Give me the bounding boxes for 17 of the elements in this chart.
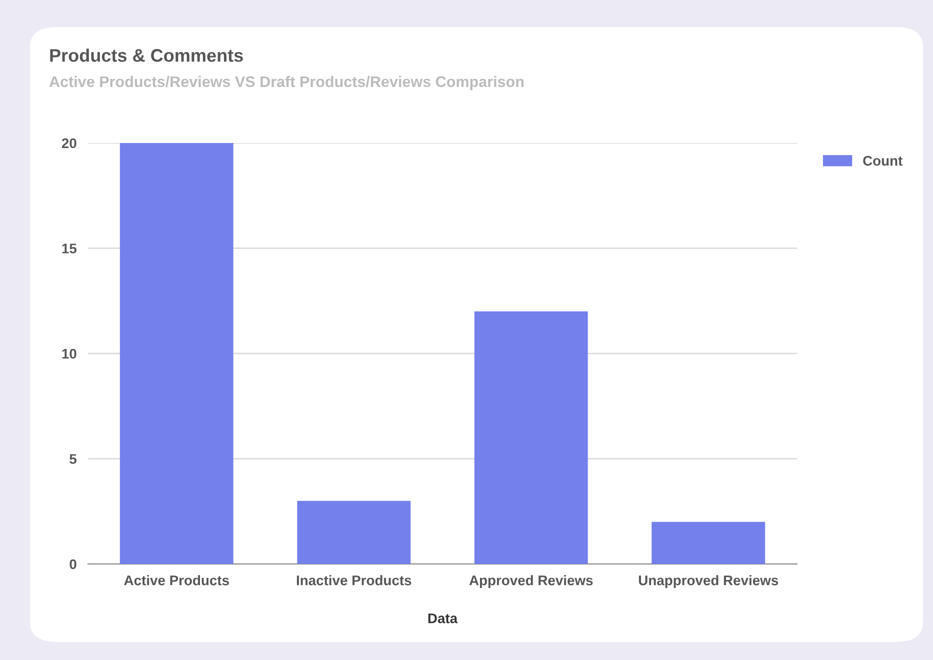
y-tick-label: 15: [62, 244, 77, 254]
x-tick-label: Inactive Products: [296, 575, 412, 586]
x-tick-label: Active Products: [124, 575, 229, 586]
y-tick-label: 10: [62, 348, 76, 359]
chart-subtitle: Active Products/Reviews VS Draft Products/Reviews Comparison: [49, 76, 524, 90]
x-tick-label: Approved Reviews: [469, 575, 593, 588]
bar: [297, 500, 411, 564]
bar: [474, 311, 588, 564]
bar: [652, 522, 766, 564]
y-tick-label: 5: [70, 454, 77, 464]
x-axis-title: Data: [428, 614, 458, 624]
y-tick-label: 0: [70, 559, 76, 570]
x-tick-label: Unapproved Reviews: [638, 575, 778, 588]
bar: [120, 143, 234, 564]
y-tick-label: 20: [62, 138, 76, 148]
legend-label: Count: [863, 156, 903, 166]
chart-title: Products & Comments: [50, 48, 243, 62]
